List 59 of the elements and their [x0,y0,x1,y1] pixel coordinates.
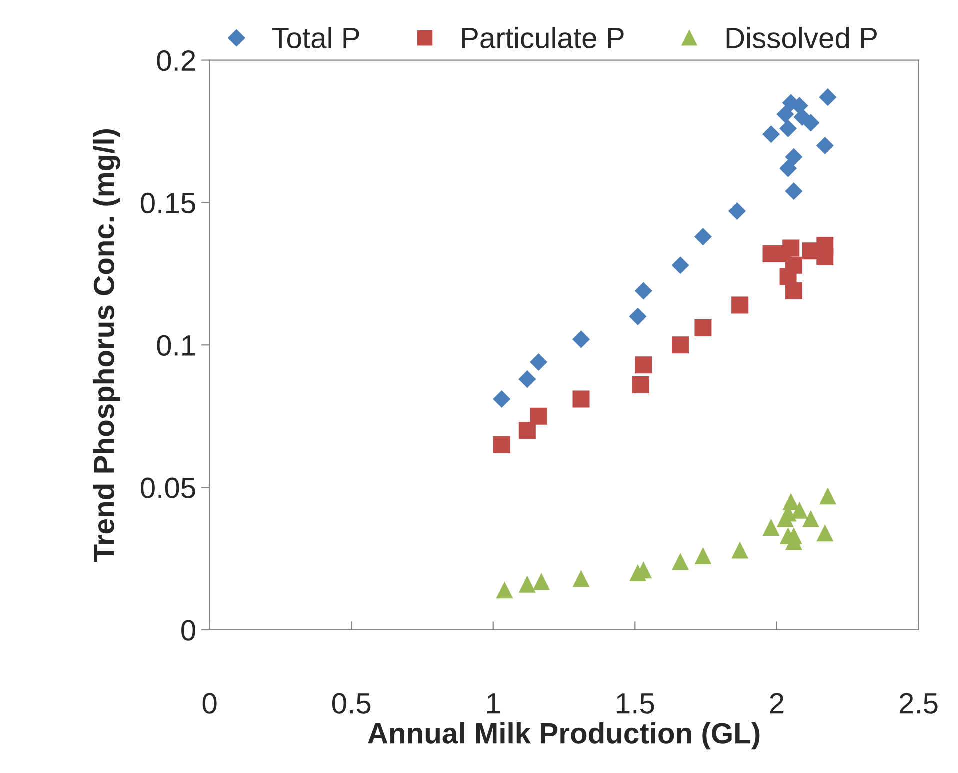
point [728,202,746,220]
point [493,436,510,454]
point [694,547,712,564]
y-axis-title: Trend Phosphorus Conc. (mg/l) [93,129,120,562]
y-tick-label: 0.2 [157,50,196,72]
y-tick-label: 0.1 [157,335,196,356]
point [672,553,690,570]
point [732,542,749,559]
point [629,308,647,326]
point [496,582,514,599]
point [572,570,590,588]
x-tick-label: 1 [487,694,500,714]
point [672,336,690,354]
point [632,376,650,394]
point [785,182,803,200]
x-tick-label: 0.5 [332,693,371,714]
x-tick-label: 0 [202,693,217,714]
x-axis-title: Annual Milk Production (GL) [368,722,760,750]
x-tick-label: 1.5 [617,694,654,714]
point [816,136,834,155]
point [762,126,780,144]
point [572,330,590,348]
point [819,488,836,505]
point [782,240,800,257]
point [634,282,652,300]
legend-label: Total P [272,27,360,49]
point [694,320,712,337]
x-tick-label: 2.5 [900,693,938,714]
point [635,356,652,374]
point [762,518,780,536]
point [533,573,550,590]
point [816,248,834,266]
x-tick-label: 2 [770,693,784,714]
point [816,524,834,542]
point [493,390,511,408]
y-tick-label: 0 [182,620,196,641]
point [530,353,548,372]
point [819,88,837,106]
point [732,296,749,314]
point [802,114,820,132]
point [785,282,802,300]
point [572,390,590,408]
point [785,148,803,166]
point [518,422,536,440]
point [779,120,798,138]
y-tick-label: 0.15 [140,192,196,214]
legend-label: Particulate P [462,27,624,49]
point [518,370,536,388]
y-tick-label: 0.05 [140,478,196,498]
point [785,256,802,274]
legend-label: Dissolved P [726,27,877,49]
point [694,228,712,246]
point [791,502,808,519]
point [530,408,548,425]
point [802,510,820,528]
point [776,106,794,124]
point [779,160,798,178]
point [518,576,536,593]
point [672,256,690,274]
